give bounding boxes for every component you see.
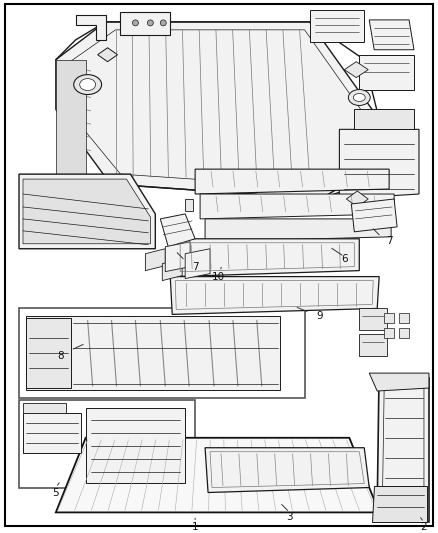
Text: 1: 1	[192, 522, 198, 532]
Polygon shape	[195, 169, 389, 194]
Ellipse shape	[74, 75, 102, 94]
Polygon shape	[56, 60, 86, 189]
Polygon shape	[354, 109, 414, 130]
Polygon shape	[23, 179, 150, 244]
Polygon shape	[372, 486, 427, 522]
Polygon shape	[23, 403, 66, 413]
Polygon shape	[175, 239, 359, 277]
Polygon shape	[98, 48, 117, 62]
Text: 5: 5	[53, 488, 59, 497]
Circle shape	[147, 20, 153, 26]
Polygon shape	[160, 214, 195, 247]
Polygon shape	[359, 309, 387, 330]
Polygon shape	[344, 62, 368, 78]
Polygon shape	[170, 277, 379, 314]
Text: 2: 2	[420, 522, 427, 532]
Polygon shape	[200, 194, 394, 219]
Polygon shape	[165, 242, 190, 272]
Bar	[399, 328, 409, 338]
Polygon shape	[205, 448, 369, 492]
Polygon shape	[26, 317, 280, 390]
Text: 6: 6	[341, 254, 348, 264]
Polygon shape	[377, 378, 429, 522]
Polygon shape	[145, 249, 165, 271]
Polygon shape	[23, 413, 81, 453]
Text: 10: 10	[212, 272, 225, 281]
Text: 7: 7	[192, 262, 198, 272]
Text: 3: 3	[286, 512, 293, 522]
Ellipse shape	[348, 90, 370, 106]
Text: 7: 7	[386, 236, 392, 246]
Polygon shape	[339, 130, 419, 199]
Polygon shape	[26, 318, 71, 388]
Ellipse shape	[80, 78, 95, 91]
Polygon shape	[346, 191, 368, 207]
Polygon shape	[369, 20, 414, 50]
Polygon shape	[76, 15, 106, 40]
Bar	[399, 313, 409, 324]
Ellipse shape	[353, 93, 365, 101]
Polygon shape	[310, 10, 364, 42]
Polygon shape	[86, 408, 185, 482]
Polygon shape	[359, 334, 387, 356]
Circle shape	[132, 20, 138, 26]
Polygon shape	[185, 249, 210, 279]
Polygon shape	[369, 373, 429, 391]
Bar	[384, 328, 394, 338]
Polygon shape	[351, 199, 397, 232]
Text: 8: 8	[57, 351, 64, 361]
Bar	[185, 199, 193, 211]
Polygon shape	[205, 219, 391, 242]
Polygon shape	[19, 174, 155, 249]
Polygon shape	[56, 22, 379, 199]
Text: 9: 9	[316, 311, 323, 321]
Polygon shape	[162, 259, 182, 280]
Polygon shape	[56, 438, 379, 512]
Polygon shape	[359, 55, 414, 90]
Polygon shape	[120, 12, 170, 35]
Bar	[384, 313, 394, 324]
Circle shape	[160, 20, 166, 26]
